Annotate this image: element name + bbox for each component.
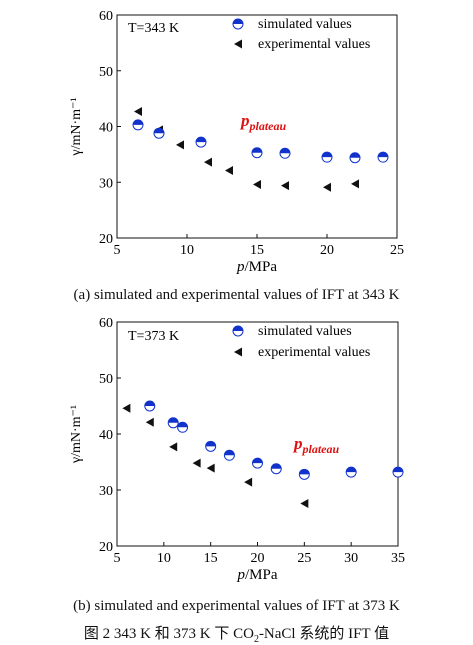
temperature-label: T=343 K [128,21,179,36]
chart-panel-a: 5 10 15 20 25 20 30 40 50 60 p/MPa γ/mN·m⁻¹ T=343 K s… [69,9,404,275]
x-tick-label: 15 [204,551,218,566]
x-tick-label: 20 [320,243,334,258]
simulated-point-fill [350,152,360,158]
simulated-point-fill [205,441,216,447]
y-tick-label: 30 [99,484,113,499]
y-axis-label: γ/mN·m⁻¹ [69,405,84,464]
experimental-point [234,39,242,49]
x-tick-label: 25 [390,243,404,258]
experimental-point [122,403,131,413]
experimental-point [225,166,233,176]
simulated-point-fill [393,467,403,473]
experimental-point [234,347,242,357]
experimental-point [351,179,359,189]
x-tick-label: 10 [157,551,171,566]
y-tick-label: 50 [99,372,113,387]
simulated-point-fill [252,147,262,153]
y-tick-label: 20 [99,232,113,247]
y-tick-label: 60 [99,9,113,24]
experimental-point [300,498,309,508]
experimental-point [244,477,253,487]
plateau-annotation: pplateau [239,111,286,133]
plateau-annotation-sub: plateau [302,442,340,456]
legend-label-experimental: experimental values [258,345,370,360]
plateau-annotation: pplateau [292,434,339,456]
simulated-point-fill [322,152,332,158]
y-tick-label: 30 [99,176,113,191]
figure-title: 图 2 343 K 和 373 K 下 CO2-NaCl 系统的 IFT 值 [0,622,473,645]
simulated-point-fill [144,401,155,406]
simulated-point-fill [168,417,179,423]
experimental-point [176,140,184,150]
legend-label-simulated: simulated values [258,17,352,32]
simulated-point-fill [233,19,243,24]
legend-label-experimental: experimental values [258,37,370,52]
experimental-point [145,417,154,427]
simulated-point-fill [233,326,243,331]
caption-panel-a: (a) simulated and experimental values of… [73,287,400,303]
x-axis-label-variable: p [236,259,245,275]
caption-panel-b: (b) simulated and experimental values of… [73,598,400,614]
plateau-annotation-sub: plateau [249,119,287,133]
simulated-point-fill [224,450,235,456]
x-tick-label: 10 [180,243,194,258]
simulated-point-fill [196,137,206,143]
x-axis-label-unit: /MPa [244,259,277,275]
chart-panel-b: 5 10 15 20 25 30 35 20 30 40 50 60 p/MPa γ/mN·m⁻¹ T=37… [69,316,405,583]
experimental-point [253,179,261,189]
simulated-point-fill [378,152,388,158]
experimental-point [169,442,178,452]
experimental-point [281,181,289,191]
figure-title-subscript: 2 [253,634,259,645]
y-axis-label: γ/mN·m⁻¹ [69,97,84,156]
simulated-point-fill [177,422,188,428]
x-tick-label: 5 [114,551,121,566]
x-tick-label: 35 [391,551,405,566]
experimental-point [206,463,215,473]
legend-label-simulated: simulated values [258,324,352,339]
y-tick-label: 50 [99,65,113,80]
y-tick-label: 60 [99,316,113,331]
plateau-annotation-main: p [292,434,303,453]
experimental-point [204,157,212,167]
x-axis-label-variable: p [236,567,245,583]
figure-title-suffix: -NaCl 系统的 IFT 值 [258,626,390,642]
x-tick-label: 25 [297,551,311,566]
y-tick-label: 40 [99,121,113,136]
temperature-label: T=373 K [128,329,179,344]
x-axis-label: p/MPa [236,259,277,275]
experimental-point [192,458,201,468]
experimental-point [323,182,331,192]
x-tick-label: 20 [251,551,265,566]
simulated-point-fill [252,458,263,464]
x-tick-label: 5 [114,243,121,258]
simulated-point-fill [299,469,310,475]
experimental-point [134,106,142,116]
y-tick-label: 40 [99,428,113,443]
x-axis-label-unit: /MPa [245,567,278,583]
figure-title-prefix: 图 2 343 K 和 373 K 下 CO [83,626,254,642]
plateau-annotation-main: p [239,111,250,130]
simulated-point-fill [271,463,282,469]
x-axis-label: p/MPa [236,567,277,583]
x-tick-label: 30 [344,551,358,566]
simulated-point-fill [133,119,143,125]
y-tick-label: 20 [99,540,113,555]
simulated-point-fill [154,128,164,134]
simulated-point-fill [346,467,357,473]
x-tick-label: 15 [250,243,264,258]
simulated-point-fill [280,148,290,154]
